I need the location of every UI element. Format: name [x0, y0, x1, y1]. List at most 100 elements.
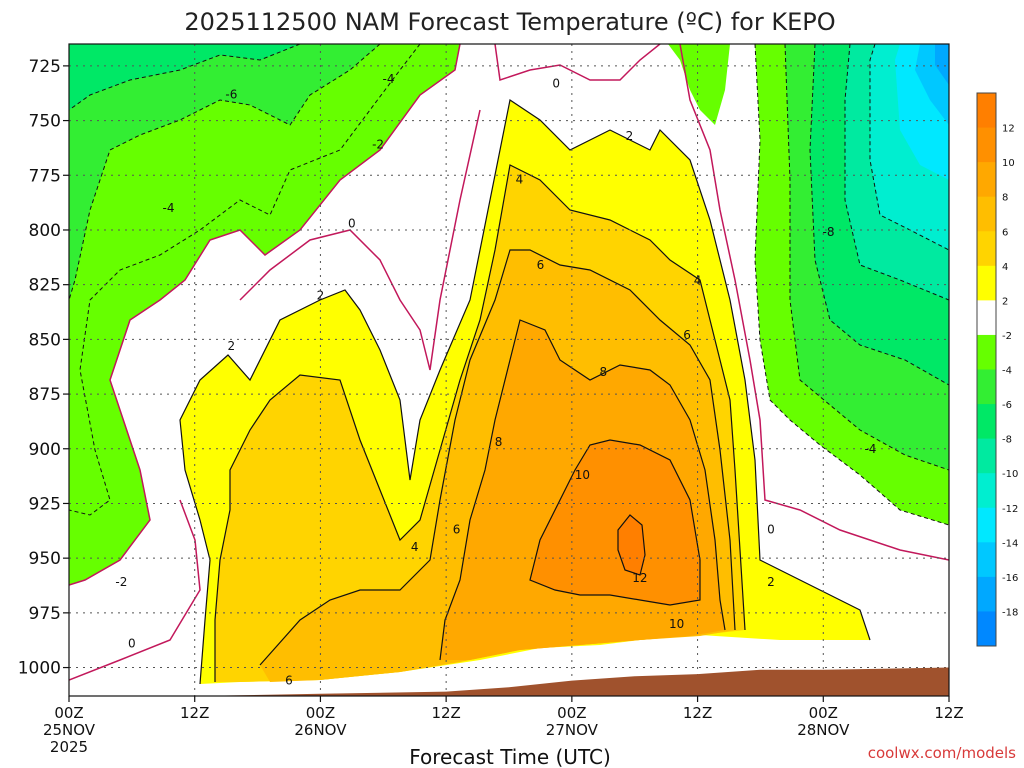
contour-label-16: 4: [411, 540, 419, 554]
contour-label-25: 0: [128, 636, 136, 650]
fill-region-left-minus8: [69, 44, 300, 110]
contour-minus2-right: [754, 44, 949, 526]
colorbar-bin-0: [977, 93, 996, 129]
x-tick-label-3-0: 12Z: [431, 704, 460, 722]
contour-minus6-right: [809, 44, 949, 386]
contour-plus2: [179, 99, 871, 685]
contour-label-10: 2: [317, 289, 325, 303]
terrain-below-surface: [69, 667, 949, 696]
contour-label-4: 0: [552, 76, 560, 90]
plot-frame: [68, 43, 950, 697]
y-tick-750: 750: [29, 112, 61, 132]
x-tick-label-2-0: 00Z: [306, 704, 335, 722]
contour-label-5: 0: [348, 216, 356, 230]
x-tick-label-4-0: 00Z: [557, 704, 586, 722]
colorbar-frame: [976, 92, 997, 647]
colorbar-bin-7: [977, 334, 996, 370]
x-tick-label-0-2: 2025: [50, 738, 88, 756]
colorbar-tick-11: -12: [1002, 504, 1018, 515]
contour-label-0: -6: [225, 87, 237, 101]
contour-zero-left: [69, 44, 461, 586]
colorbar-tick-12: -14: [1002, 538, 1018, 549]
y-tick-775: 775: [29, 166, 61, 186]
x-axis-label: Forecast Time (UTC): [409, 745, 611, 768]
colorbar-bin-5: [977, 265, 996, 301]
contour-label-12: 8: [599, 365, 607, 379]
y-tick-1000: 1000: [18, 659, 61, 679]
y-tick-725: 725: [29, 57, 61, 77]
contour-label-9: 4: [694, 273, 702, 287]
contour-minus8-right: [844, 44, 949, 301]
contour-zero-lower: [69, 499, 201, 681]
y-tick-975: 975: [29, 604, 61, 624]
colorbar-tick-8: -6: [1002, 400, 1012, 411]
contour-plus12: [617, 514, 646, 576]
colorbar-tick-5: 2: [1002, 296, 1008, 307]
x-tick-label-5-0: 12Z: [683, 704, 712, 722]
colorbar-bin-6: [977, 300, 996, 336]
contour-lines: [69, 44, 949, 685]
contour-minus2-left: [69, 44, 421, 516]
colorbar-bin-2: [977, 162, 996, 198]
contour-plus8: [439, 319, 726, 661]
x-tick-label-6-0: 00Z: [809, 704, 838, 722]
contour-label-22: -8: [823, 225, 835, 239]
contour-label-1: -4: [383, 72, 395, 86]
colorbar-bin-12: [977, 507, 996, 543]
fill-region-plus12: [618, 515, 645, 575]
contour-label-8: 6: [537, 258, 545, 272]
colorbar-bin-11: [977, 473, 996, 509]
colorbar-tick-7: -4: [1002, 366, 1012, 377]
contour-label-24: -2: [115, 575, 127, 589]
colorbar-bin-10: [977, 438, 996, 474]
chart-title: 2025112500 NAM Forecast Temperature (ºC)…: [184, 8, 835, 36]
contour-label-26: 6: [285, 674, 293, 688]
colorbar-tick-3: 6: [1002, 227, 1008, 238]
colorbar-bin-9: [977, 404, 996, 440]
colorbar-tick-14: -18: [1002, 607, 1018, 618]
y-tick-800: 800: [29, 221, 61, 241]
contour-zero-right: [679, 44, 949, 561]
colorbar-tick-4: 4: [1002, 262, 1008, 273]
contour-minus10-right: [869, 44, 949, 251]
fill-region-plus10: [530, 440, 700, 605]
x-tick-label-4-1: 27NOV: [546, 721, 599, 739]
contour-plus6: [259, 249, 736, 666]
contour-label-15: 10: [575, 468, 590, 482]
contour-label-3: -4: [163, 201, 175, 215]
fill-region-left-minus4: [69, 44, 420, 515]
contour-zero-top: [494, 44, 661, 81]
contour-label-7: 4: [516, 173, 524, 187]
contour-label-21: 2: [767, 575, 775, 589]
fill-region-left-minus6: [69, 44, 380, 300]
contour-label-13: 2: [228, 339, 236, 353]
colorbar-bin-14: [977, 576, 996, 612]
temperature-fill-layer: [69, 44, 949, 684]
colorbar-bin-4: [977, 231, 996, 267]
colorbar-tick-9: -8: [1002, 435, 1012, 446]
colorbar: 12 10 8 6 4 2 -2 -4 -6 -8 -10 -12 -14 -16 -18: [976, 92, 1018, 647]
contour-plus4: [214, 164, 746, 682]
y-axis-ticks: 725 750 775 800 825 850 875 900 925 950 975 1000: [18, 57, 69, 679]
colorbar-bin-8: [977, 369, 996, 405]
colorbar-tick-6: -2: [1002, 331, 1012, 342]
contour-label-6: 2: [626, 129, 634, 143]
contour-label-19: 10: [669, 617, 684, 631]
contour-label-11: 6: [683, 328, 691, 342]
x-tick-label-0-1: 25NOV: [43, 721, 96, 739]
contour-zero-mid: [239, 109, 481, 371]
colorbar-tick-0: 12: [1002, 124, 1015, 135]
contour-label-23: -4: [864, 442, 876, 456]
contour-minus6-left: [69, 44, 301, 111]
colorbar-bin-1: [977, 127, 996, 163]
credit-text[interactable]: coolwx.com/models: [868, 744, 1016, 762]
colorbar-bin-13: [977, 542, 996, 578]
fill-region-right-minus18: [935, 44, 949, 85]
contour-minus4-left: [69, 44, 381, 301]
contour-label-20: 0: [767, 523, 775, 537]
x-tick-label-7-0: 12Z: [934, 704, 963, 722]
contour-minus4-right: [784, 44, 949, 471]
y-tick-900: 900: [29, 440, 61, 460]
